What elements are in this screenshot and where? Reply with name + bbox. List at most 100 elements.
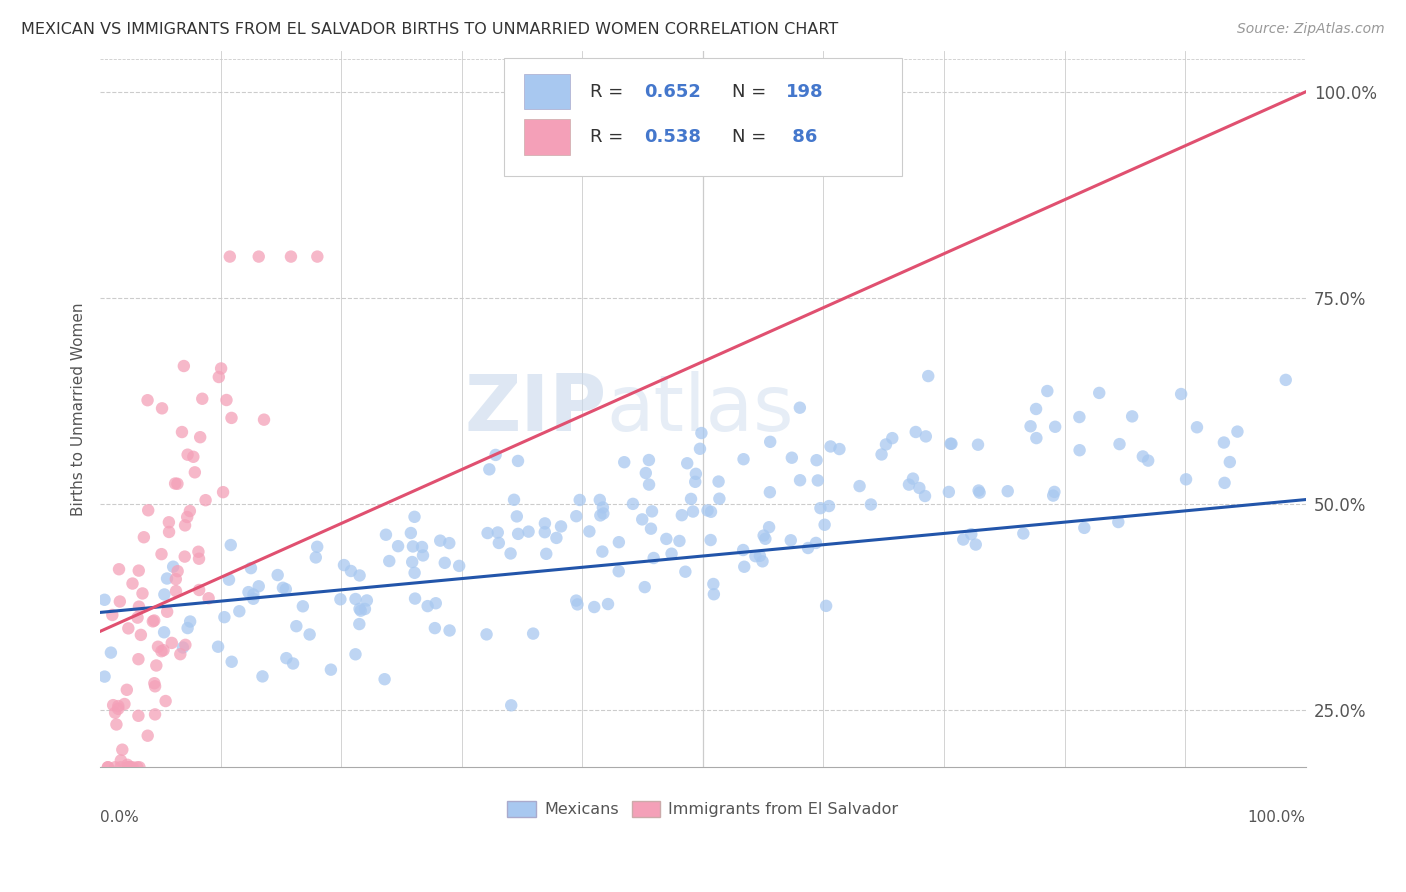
Point: [1175, 472, 1198, 486]
Point: [488, 536, 510, 550]
Point: [143, 679, 166, 693]
Point: [344, 648, 367, 662]
Point: [938, 484, 960, 499]
Point: [689, 442, 711, 456]
Point: [136, 393, 159, 408]
Point: [969, 485, 991, 500]
Point: [221, 410, 243, 425]
Point: [709, 491, 731, 506]
Point: [901, 472, 924, 486]
Point: [411, 540, 433, 554]
Point: [291, 599, 314, 614]
Point: [118, 760, 141, 774]
Point: [142, 615, 165, 629]
Point: [589, 492, 612, 507]
Point: [221, 655, 243, 669]
Point: [197, 591, 219, 606]
Point: [429, 533, 451, 548]
Point: [118, 760, 141, 774]
Text: 86: 86: [786, 128, 817, 145]
Point: [638, 477, 661, 491]
Point: [176, 510, 198, 524]
Point: [117, 760, 139, 774]
Point: [349, 568, 371, 582]
Point: [145, 658, 167, 673]
Point: [607, 535, 630, 549]
Point: [752, 528, 775, 542]
Point: [668, 533, 690, 548]
Point: [439, 536, 461, 550]
Point: [305, 550, 328, 565]
Point: [1069, 443, 1091, 458]
Point: [401, 555, 423, 569]
Point: [613, 455, 636, 469]
Point: [1274, 373, 1296, 387]
Point: [172, 640, 194, 655]
Point: [1219, 455, 1241, 469]
FancyBboxPatch shape: [503, 58, 901, 176]
Text: MEXICAN VS IMMIGRANTS FROM EL SALVADOR BIRTHS TO UNMARRIED WOMEN CORRELATION CHA: MEXICAN VS IMMIGRANTS FROM EL SALVADOR B…: [21, 22, 838, 37]
Point: [475, 627, 498, 641]
Point: [661, 547, 683, 561]
Point: [1132, 450, 1154, 464]
Point: [1025, 431, 1047, 445]
Point: [806, 453, 828, 467]
Point: [683, 475, 706, 489]
Point: [110, 760, 132, 774]
Point: [404, 566, 426, 580]
Text: R =: R =: [589, 128, 628, 145]
Point: [93, 592, 115, 607]
Point: [412, 549, 434, 563]
Point: [682, 504, 704, 518]
Point: [583, 600, 606, 615]
Point: [143, 676, 166, 690]
Point: [748, 549, 770, 563]
Point: [319, 663, 342, 677]
Point: [280, 250, 302, 264]
Legend: Mexicans, Immigrants from El Salvador: Mexicans, Immigrants from El Salvador: [501, 795, 904, 824]
Point: [506, 454, 529, 468]
Point: [643, 551, 665, 566]
Point: [685, 467, 707, 481]
Point: [266, 568, 288, 582]
Point: [333, 558, 356, 572]
Point: [356, 593, 378, 607]
Point: [247, 250, 270, 264]
Point: [439, 624, 461, 638]
Point: [156, 605, 179, 619]
Point: [820, 440, 842, 454]
Point: [105, 717, 128, 731]
Point: [402, 540, 425, 554]
Point: [276, 651, 298, 665]
Point: [1019, 419, 1042, 434]
Point: [253, 412, 276, 426]
Point: [478, 462, 501, 476]
Point: [960, 527, 983, 541]
Point: [162, 559, 184, 574]
Point: [121, 760, 143, 774]
Point: [108, 594, 131, 608]
Point: [176, 621, 198, 635]
Point: [914, 429, 936, 443]
Point: [733, 543, 755, 558]
Point: [1069, 410, 1091, 425]
Point: [1088, 385, 1111, 400]
Point: [707, 475, 730, 489]
Point: [179, 615, 201, 629]
Point: [307, 540, 329, 554]
Point: [131, 586, 153, 600]
Point: [121, 576, 143, 591]
Point: [174, 518, 197, 533]
Point: [591, 544, 613, 558]
Point: [534, 516, 557, 531]
Point: [536, 547, 558, 561]
Point: [387, 539, 409, 553]
Point: [779, 533, 801, 548]
Point: [166, 564, 188, 578]
Point: [349, 602, 371, 616]
Point: [1137, 453, 1160, 467]
Point: [307, 250, 329, 264]
Point: [870, 448, 893, 462]
Point: [160, 636, 183, 650]
Point: [136, 503, 159, 517]
